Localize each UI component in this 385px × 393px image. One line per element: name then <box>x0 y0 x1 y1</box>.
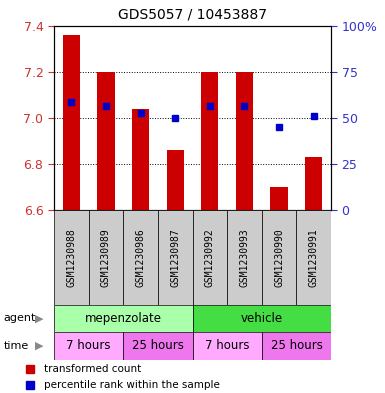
Text: 25 hours: 25 hours <box>271 339 322 353</box>
Bar <box>123 332 192 360</box>
Text: GSM1230989: GSM1230989 <box>101 228 111 287</box>
Text: 7 hours: 7 hours <box>66 339 111 353</box>
Bar <box>192 332 262 360</box>
Bar <box>201 72 219 210</box>
Text: GSM1230991: GSM1230991 <box>309 228 319 287</box>
Text: ▶: ▶ <box>35 341 43 351</box>
Text: agent: agent <box>4 313 36 323</box>
Bar <box>227 210 262 305</box>
Text: mepenzolate: mepenzolate <box>85 312 162 325</box>
Bar <box>192 210 227 305</box>
Text: ▶: ▶ <box>35 313 43 323</box>
Bar <box>132 108 149 210</box>
Bar <box>236 72 253 210</box>
Bar <box>89 210 123 305</box>
Bar <box>158 210 192 305</box>
Text: GSM1230990: GSM1230990 <box>274 228 284 287</box>
Bar <box>97 72 115 210</box>
Title: GDS5057 / 10453887: GDS5057 / 10453887 <box>118 7 267 22</box>
Text: GSM1230992: GSM1230992 <box>205 228 215 287</box>
Bar <box>192 305 331 332</box>
Text: GSM1230988: GSM1230988 <box>66 228 76 287</box>
Text: GSM1230993: GSM1230993 <box>239 228 249 287</box>
Bar <box>123 210 158 305</box>
Text: 7 hours: 7 hours <box>205 339 249 353</box>
Text: percentile rank within the sample: percentile rank within the sample <box>44 380 219 389</box>
Text: GSM1230987: GSM1230987 <box>170 228 180 287</box>
Bar <box>54 305 192 332</box>
Bar <box>54 332 123 360</box>
Bar <box>262 332 331 360</box>
Bar <box>167 150 184 210</box>
Text: GSM1230986: GSM1230986 <box>136 228 146 287</box>
Bar <box>296 210 331 305</box>
Bar <box>271 187 288 210</box>
Text: vehicle: vehicle <box>241 312 283 325</box>
Text: 25 hours: 25 hours <box>132 339 184 353</box>
Bar <box>262 210 296 305</box>
Text: time: time <box>4 341 29 351</box>
Text: transformed count: transformed count <box>44 364 141 374</box>
Bar <box>62 35 80 210</box>
Bar <box>305 157 323 210</box>
Bar <box>54 210 89 305</box>
